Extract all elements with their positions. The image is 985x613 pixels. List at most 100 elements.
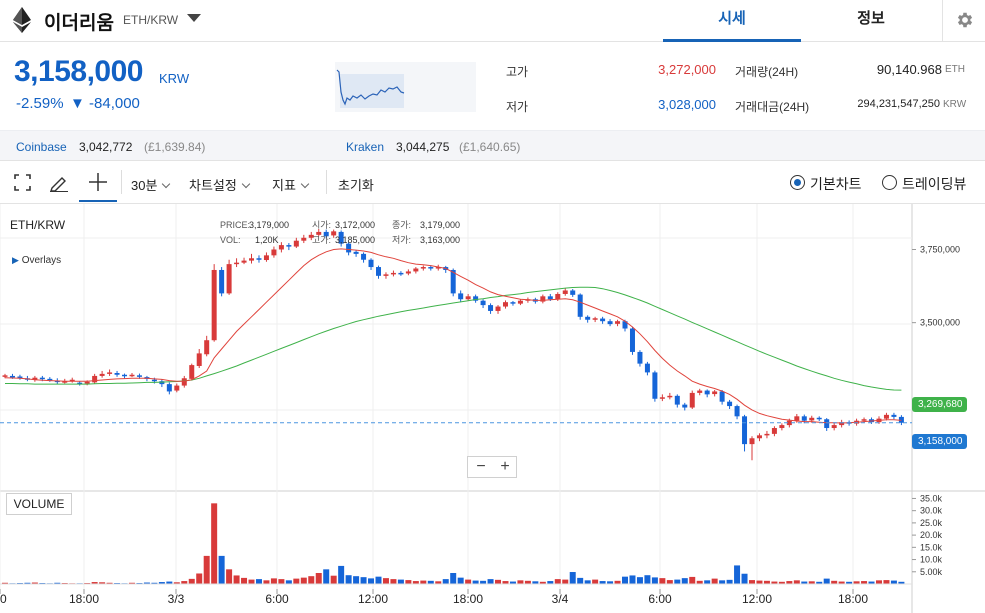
indicators-dropdown[interactable]: 지표 <box>272 175 310 194</box>
candle <box>502 302 508 307</box>
tab-price[interactable]: 시세 <box>663 0 801 42</box>
candle <box>368 259 374 268</box>
zoom-in-button[interactable]: + <box>500 458 510 475</box>
time-tick-label: 18:00 <box>69 592 99 606</box>
candle <box>473 296 479 301</box>
candle <box>570 290 576 295</box>
volume-24h-value: 90,140.968 <box>876 62 942 77</box>
candle <box>689 392 695 408</box>
chevron-down-icon <box>241 179 251 189</box>
ohlc-high: 3,185,000 <box>335 235 376 245</box>
exchange-price-coinbase: 3,042,772 <box>79 140 133 154</box>
volume-bar <box>704 580 711 584</box>
change-amount: ▼ -84,000 <box>70 95 140 112</box>
time-tick-label: 6:00 <box>648 592 672 606</box>
overlays-toggle[interactable]: ▶ Overlays <box>12 255 61 266</box>
exchange-name-coinbase[interactable]: Coinbase <box>16 140 67 154</box>
candle <box>704 390 710 395</box>
candle <box>361 253 367 260</box>
volume-bar <box>659 578 666 584</box>
candle <box>9 375 15 378</box>
tradingview-label[interactable]: 트레이딩뷰 <box>902 176 967 192</box>
tradingview-radio[interactable] <box>882 175 897 190</box>
candle <box>734 406 740 417</box>
volume-tick-label: 25.0k <box>920 518 943 528</box>
volume-bar <box>547 581 554 584</box>
volume-bar <box>539 581 546 584</box>
time-tick-label: 12:00 <box>358 592 388 606</box>
reset-button[interactable]: 초기화 <box>338 178 374 193</box>
exchange-name-kraken[interactable]: Kraken <box>346 140 385 154</box>
change-percent: -2.59% <box>16 95 64 112</box>
zoom-out-button[interactable]: − <box>476 458 486 475</box>
tab-info[interactable]: 정보 <box>857 10 885 27</box>
volume-bar <box>778 581 785 584</box>
candle <box>234 262 240 265</box>
candle <box>398 272 404 275</box>
candle <box>129 374 135 377</box>
candle <box>226 264 232 294</box>
volume-bar <box>898 581 905 584</box>
volume-bar <box>412 581 419 584</box>
candle <box>346 243 352 253</box>
volume-bar <box>405 580 412 584</box>
candle <box>77 382 83 385</box>
volume-bar <box>255 579 262 584</box>
coin-name: 이더리움 <box>44 13 114 34</box>
candle <box>241 260 247 263</box>
time-tick-label: 18:00 <box>838 592 868 606</box>
basic-chart-radio[interactable] <box>790 175 805 190</box>
ohlc-open-label: 시가: <box>311 220 331 230</box>
volume-bar <box>308 576 315 584</box>
volume-bar <box>614 580 621 584</box>
crosshair-tool-button[interactable] <box>79 162 117 202</box>
candle <box>682 404 688 408</box>
pencil-draw-icon[interactable] <box>49 173 69 192</box>
candle <box>338 231 344 244</box>
candle <box>69 379 75 382</box>
caret-right-icon: ▶ <box>12 255 19 265</box>
candle <box>883 414 889 419</box>
candle <box>166 384 172 392</box>
volume-bar <box>883 580 890 584</box>
volume-tick-label: 30.0k <box>920 506 943 516</box>
chart-settings-dropdown[interactable]: 차트설정 <box>189 175 251 194</box>
candle <box>607 321 613 325</box>
volume-bar <box>345 575 352 584</box>
interval-dropdown[interactable]: 30분 <box>131 175 171 194</box>
volume-bar <box>666 580 673 584</box>
candle <box>32 377 38 380</box>
candle <box>413 268 419 272</box>
candle <box>644 363 650 373</box>
candle <box>450 269 456 294</box>
volume-bar <box>890 580 897 584</box>
candle <box>891 414 897 417</box>
pair-dropdown-caret-icon[interactable] <box>187 14 201 22</box>
value-24h-label: 거래대금(24H) <box>735 100 810 114</box>
overlays-label: Overlays <box>21 255 62 266</box>
price-chart[interactable]: 3,750,000 3,500,000 35.0k 30.0k 25.0k 20.0k 15… <box>0 204 985 613</box>
volume-bar <box>300 577 307 584</box>
volume-bar <box>166 581 173 584</box>
time-tick-label: 00 <box>0 592 7 606</box>
candle <box>151 379 157 382</box>
volume-bar <box>450 573 457 584</box>
fullscreen-icon[interactable] <box>14 174 31 191</box>
candle <box>219 269 225 294</box>
candle <box>353 251 359 254</box>
volume-bar <box>524 580 531 584</box>
candle <box>383 274 389 276</box>
chart-toolbar: 30분 차트설정 지표 초기화 <box>0 162 985 204</box>
volume-bar <box>323 569 330 584</box>
basic-chart-label[interactable]: 기본차트 <box>810 176 862 192</box>
volume-bar <box>801 581 808 584</box>
candle <box>577 294 583 317</box>
time-tick-label: 3/3 <box>168 592 185 606</box>
volume-bar <box>599 581 606 584</box>
toolbar-divider <box>121 170 122 194</box>
volume-bar <box>143 582 150 584</box>
volume-bar <box>868 581 875 584</box>
candle <box>622 321 628 329</box>
settings-button[interactable] <box>942 0 985 42</box>
volume-bar <box>629 575 636 584</box>
